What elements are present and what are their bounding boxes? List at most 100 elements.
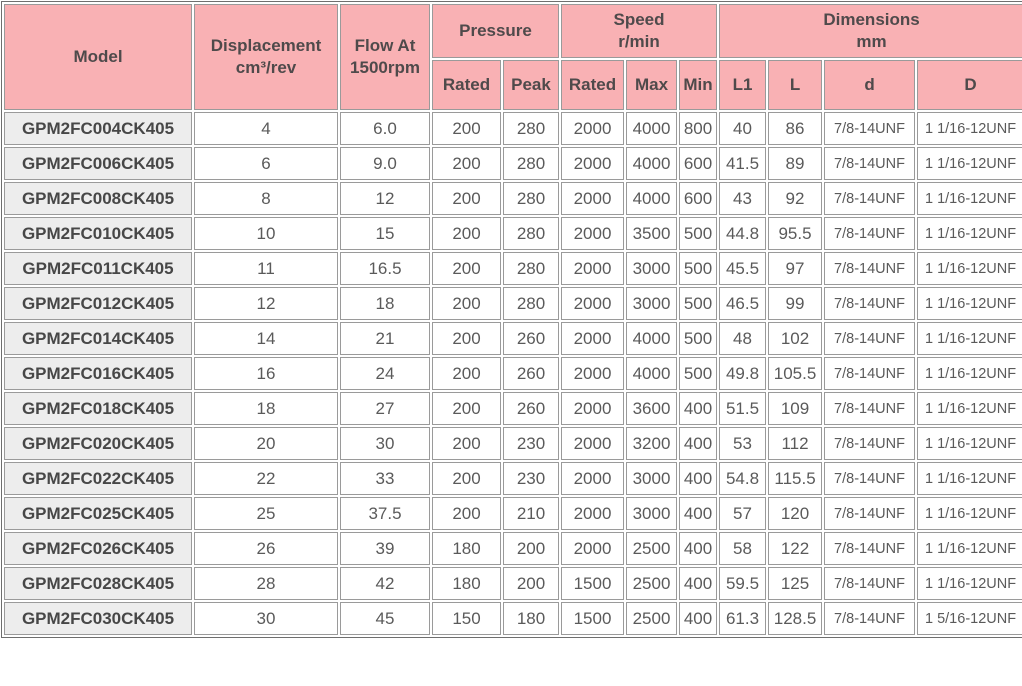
cell-displacement: 6 bbox=[194, 147, 338, 180]
cell-dim-d: 7/8-14UNF bbox=[824, 147, 916, 180]
cell-speed-max: 3000 bbox=[626, 252, 677, 285]
cell-displacement: 16 bbox=[194, 357, 338, 390]
cell-dim-d: 7/8-14UNF bbox=[824, 252, 916, 285]
header-speed-rated: Rated bbox=[561, 60, 624, 110]
cell-dim-D: 1 1/16-12UNF bbox=[917, 322, 1022, 355]
cell-flow: 45 bbox=[340, 602, 430, 635]
header-pressure-rated: Rated bbox=[432, 60, 501, 110]
cell-speed-rated: 2000 bbox=[561, 427, 624, 460]
cell-model: GPM2FC006CK405 bbox=[4, 147, 192, 180]
cell-speed-max: 4000 bbox=[626, 357, 677, 390]
cell-dim-D: 1 1/16-12UNF bbox=[917, 357, 1022, 390]
cell-dim-l: 115.5 bbox=[768, 462, 823, 495]
cell-dim-D: 1 1/16-12UNF bbox=[917, 147, 1022, 180]
cell-dim-l1: 59.5 bbox=[719, 567, 767, 600]
cell-model: GPM2FC025CK405 bbox=[4, 497, 192, 530]
table-row: GPM2FC008CK405 8 12 200 280 2000 4000 600 43 92 7/… bbox=[4, 182, 1022, 215]
cell-speed-min: 400 bbox=[679, 602, 718, 635]
cell-pressure-rated: 200 bbox=[432, 287, 501, 320]
cell-speed-max: 2500 bbox=[626, 567, 677, 600]
cell-model: GPM2FC016CK405 bbox=[4, 357, 192, 390]
cell-pressure-rated: 200 bbox=[432, 147, 501, 180]
cell-displacement: 30 bbox=[194, 602, 338, 635]
cell-speed-min: 400 bbox=[679, 392, 718, 425]
cell-flow: 9.0 bbox=[340, 147, 430, 180]
cell-speed-min: 400 bbox=[679, 427, 718, 460]
cell-dim-D: 1 1/16-12UNF bbox=[917, 497, 1022, 530]
cell-dim-D: 1 1/16-12UNF bbox=[917, 567, 1022, 600]
cell-speed-rated: 2000 bbox=[561, 532, 624, 565]
cell-speed-min: 600 bbox=[679, 182, 718, 215]
cell-speed-rated: 1500 bbox=[561, 567, 624, 600]
cell-displacement: 11 bbox=[194, 252, 338, 285]
cell-speed-max: 4000 bbox=[626, 147, 677, 180]
cell-pressure-peak: 180 bbox=[503, 602, 559, 635]
cell-speed-rated: 2000 bbox=[561, 217, 624, 250]
cell-displacement: 4 bbox=[194, 112, 338, 145]
cell-dim-l1: 46.5 bbox=[719, 287, 767, 320]
header-sub-row: Rated Peak Rated Max Min L1 L d D bbox=[4, 60, 1022, 110]
cell-speed-rated: 2000 bbox=[561, 252, 624, 285]
cell-flow: 37.5 bbox=[340, 497, 430, 530]
cell-dim-D: 1 1/16-12UNF bbox=[917, 252, 1022, 285]
cell-dim-l1: 49.8 bbox=[719, 357, 767, 390]
cell-dim-l1: 58 bbox=[719, 532, 767, 565]
cell-speed-max: 2500 bbox=[626, 602, 677, 635]
cell-dim-D: 1 1/16-12UNF bbox=[917, 462, 1022, 495]
header-dim-l1: L1 bbox=[719, 60, 767, 110]
cell-flow: 33 bbox=[340, 462, 430, 495]
cell-speed-max: 2500 bbox=[626, 532, 677, 565]
table-row: GPM2FC011CK405 11 16.5 200 280 2000 3000 500 45.… bbox=[4, 252, 1022, 285]
header-speed-group: Speed r/min bbox=[561, 4, 718, 58]
cell-pressure-rated: 200 bbox=[432, 112, 501, 145]
cell-dim-l: 128.5 bbox=[768, 602, 823, 635]
table-row: GPM2FC016CK405 16 24 200 260 2000 4000 500 49.8 1… bbox=[4, 357, 1022, 390]
cell-pressure-peak: 210 bbox=[503, 497, 559, 530]
cell-dim-D: 1 1/16-12UNF bbox=[917, 182, 1022, 215]
cell-pressure-peak: 230 bbox=[503, 427, 559, 460]
cell-pressure-rated: 200 bbox=[432, 462, 501, 495]
cell-dim-l: 92 bbox=[768, 182, 823, 215]
cell-speed-min: 500 bbox=[679, 357, 718, 390]
cell-speed-rated: 2000 bbox=[561, 497, 624, 530]
cell-displacement: 26 bbox=[194, 532, 338, 565]
cell-speed-min: 500 bbox=[679, 252, 718, 285]
cell-displacement: 8 bbox=[194, 182, 338, 215]
cell-pressure-peak: 200 bbox=[503, 567, 559, 600]
cell-speed-rated: 2000 bbox=[561, 392, 624, 425]
cell-dim-d: 7/8-14UNF bbox=[824, 462, 916, 495]
cell-speed-min: 500 bbox=[679, 217, 718, 250]
cell-dim-d: 7/8-14UNF bbox=[824, 357, 916, 390]
table-row: GPM2FC012CK405 12 18 200 280 2000 3000 500 46.5 9… bbox=[4, 287, 1022, 320]
cell-pressure-peak: 280 bbox=[503, 147, 559, 180]
header-model: Model bbox=[4, 4, 192, 110]
cell-speed-max: 3600 bbox=[626, 392, 677, 425]
cell-speed-max: 3000 bbox=[626, 287, 677, 320]
cell-dim-d: 7/8-14UNF bbox=[824, 217, 916, 250]
cell-model: GPM2FC030CK405 bbox=[4, 602, 192, 635]
cell-dim-l: 86 bbox=[768, 112, 823, 145]
cell-speed-max: 4000 bbox=[626, 112, 677, 145]
header-dim-l: L bbox=[768, 60, 823, 110]
cell-speed-rated: 2000 bbox=[561, 287, 624, 320]
table-row: GPM2FC020CK405 20 30 200 230 2000 3200 400 53 112… bbox=[4, 427, 1022, 460]
cell-dim-d: 7/8-14UNF bbox=[824, 182, 916, 215]
cell-pressure-peak: 280 bbox=[503, 182, 559, 215]
cell-pressure-rated: 200 bbox=[432, 217, 501, 250]
cell-displacement: 25 bbox=[194, 497, 338, 530]
cell-model: GPM2FC022CK405 bbox=[4, 462, 192, 495]
cell-model: GPM2FC018CK405 bbox=[4, 392, 192, 425]
cell-dim-l1: 43 bbox=[719, 182, 767, 215]
cell-speed-min: 500 bbox=[679, 322, 718, 355]
cell-speed-min: 500 bbox=[679, 287, 718, 320]
cell-dim-l: 122 bbox=[768, 532, 823, 565]
cell-pressure-rated: 200 bbox=[432, 392, 501, 425]
cell-displacement: 22 bbox=[194, 462, 338, 495]
table-row: GPM2FC010CK405 10 15 200 280 2000 3500 500 44.8 9… bbox=[4, 217, 1022, 250]
cell-pressure-rated: 180 bbox=[432, 532, 501, 565]
cell-dim-D: 1 1/16-12UNF bbox=[917, 217, 1022, 250]
table-row: GPM2FC014CK405 14 21 200 260 2000 4000 500 48 102… bbox=[4, 322, 1022, 355]
cell-speed-rated: 2000 bbox=[561, 182, 624, 215]
cell-model: GPM2FC011CK405 bbox=[4, 252, 192, 285]
header-pressure-group: Pressure bbox=[432, 4, 559, 58]
